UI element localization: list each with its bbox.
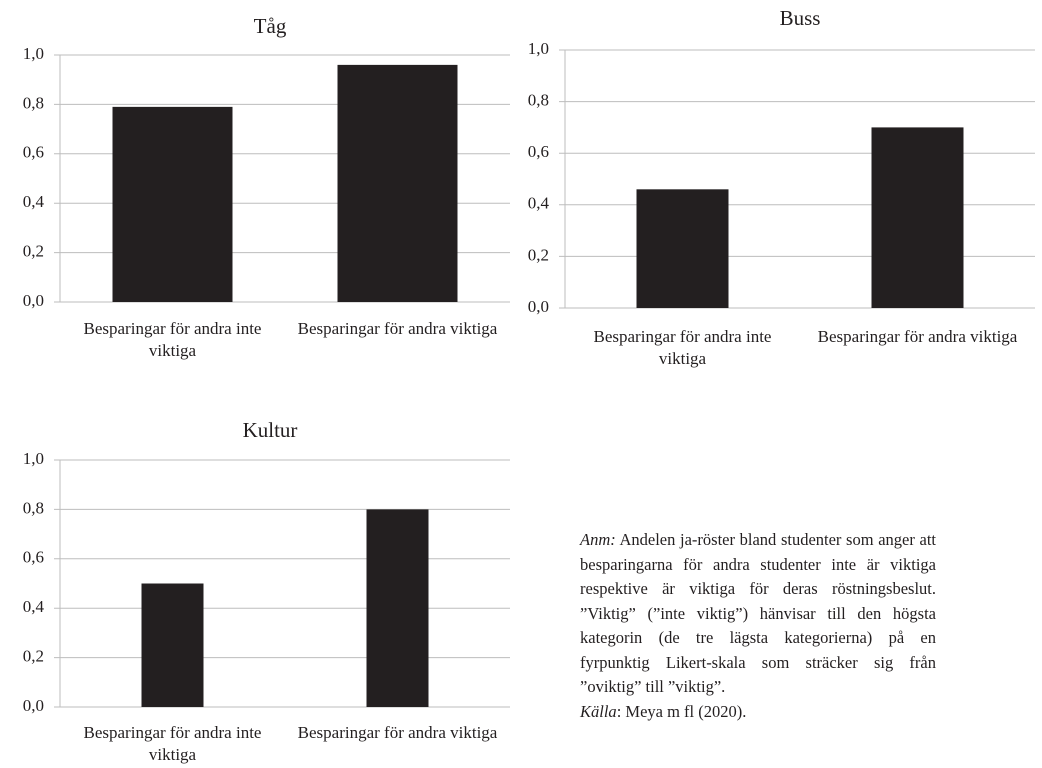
bar xyxy=(636,189,729,308)
chart-title: Kultur xyxy=(243,418,298,442)
y-tick-label: 0,4 xyxy=(23,597,45,616)
bar xyxy=(871,127,964,309)
note: Anm: Andelen ja-röster bland studenter s… xyxy=(580,528,936,724)
bar xyxy=(141,583,204,707)
y-tick-label: 0,8 xyxy=(528,91,549,110)
source-text: : Meya m fl (2020). xyxy=(616,701,747,721)
x-tick-label: Besparingar för andra inte viktiga xyxy=(83,723,262,764)
y-tick-label: 0,2 xyxy=(23,242,44,261)
note-label: Anm: xyxy=(580,530,616,549)
x-tick-label: Besparingar för andra viktiga xyxy=(297,723,498,742)
y-tick-label: 0,4 xyxy=(528,194,550,213)
y-tick-label: 0,0 xyxy=(23,696,44,715)
y-tick-label: 0,6 xyxy=(23,548,44,567)
x-tick-label: Besparingar för andra viktiga xyxy=(817,327,1018,346)
y-tick-label: 0,8 xyxy=(23,498,44,517)
chart-title: Tåg xyxy=(254,14,287,38)
y-tick-label: 1,0 xyxy=(528,39,549,58)
note-text: Andelen ja-röster bland studenter som an… xyxy=(580,530,936,696)
y-tick-label: 0,4 xyxy=(23,192,45,211)
y-tick-label: 1,0 xyxy=(23,44,44,63)
source-label: Källa xyxy=(580,701,617,721)
bar xyxy=(337,64,458,302)
y-tick-label: 0,6 xyxy=(528,142,549,161)
y-tick-label: 0,8 xyxy=(23,93,44,112)
y-tick-label: 0,0 xyxy=(23,291,44,310)
chart-title: Buss xyxy=(780,6,821,30)
x-tick-label: Besparingar för andra inte viktiga xyxy=(593,327,772,368)
y-tick-label: 0,2 xyxy=(528,245,549,264)
bar xyxy=(112,106,233,303)
y-tick-label: 0,2 xyxy=(23,647,44,666)
y-tick-label: 1,0 xyxy=(23,449,44,468)
x-tick-label: Besparingar för andra inte viktiga xyxy=(83,319,262,360)
bar xyxy=(366,509,429,707)
x-tick-label: Besparingar för andra viktiga xyxy=(297,319,498,338)
y-tick-label: 0,0 xyxy=(528,297,549,316)
y-tick-label: 0,6 xyxy=(23,143,44,162)
